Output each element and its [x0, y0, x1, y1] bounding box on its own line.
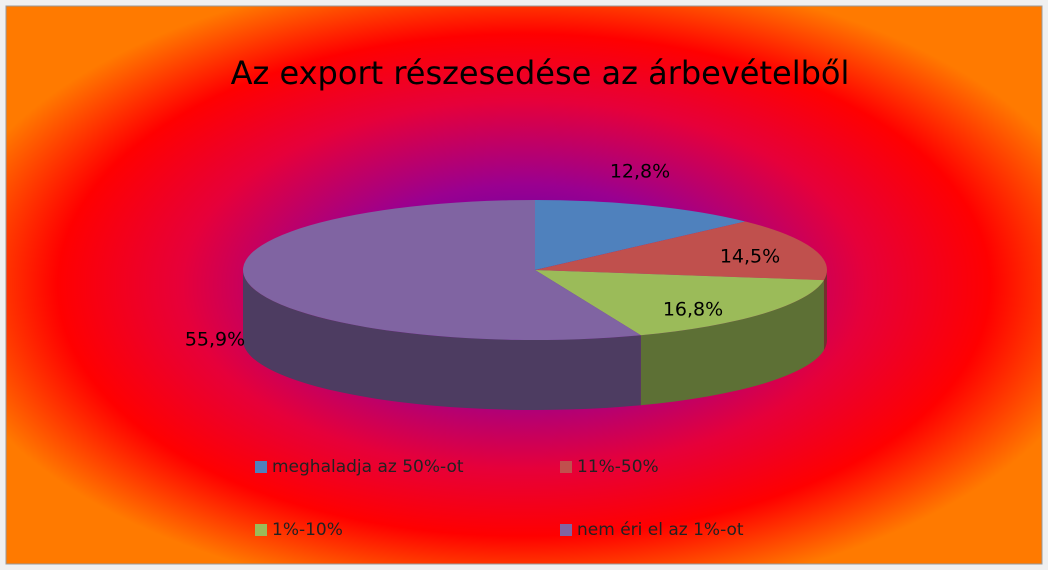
- legend-swatch: [255, 461, 267, 473]
- legend-label: 1%-10%: [272, 520, 343, 540]
- legend-label: nem éri el az 1%-ot: [577, 520, 744, 540]
- legend-swatch: [560, 524, 572, 536]
- pie-slice: [242, 200, 641, 340]
- chart-title: Az export részesedése az árbevételből: [231, 54, 850, 92]
- pie-wall: [823, 270, 827, 351]
- pie-slice: [535, 200, 746, 270]
- data-label: 55,9%: [185, 329, 245, 351]
- legend-swatch: [255, 524, 267, 536]
- data-label: 12,8%: [610, 161, 670, 183]
- legend: meghaladja az 50%-ot 11%-50% 1%-10% nem éri…: [255, 457, 744, 540]
- data-label: 16,8%: [663, 299, 723, 321]
- legend-swatch: [560, 461, 572, 473]
- pie-wall: [640, 280, 824, 406]
- pie-wall: [243, 270, 641, 410]
- pie-slice: [535, 221, 828, 281]
- legend-label: 11%-50%: [577, 457, 659, 477]
- pie: 12,8% 14,5% 16,8% 55,9%: [185, 161, 828, 410]
- legend-label: meghaladja az 50%-ot: [272, 457, 464, 477]
- data-label: 14,5%: [720, 246, 780, 268]
- pie-slice: [535, 270, 824, 336]
